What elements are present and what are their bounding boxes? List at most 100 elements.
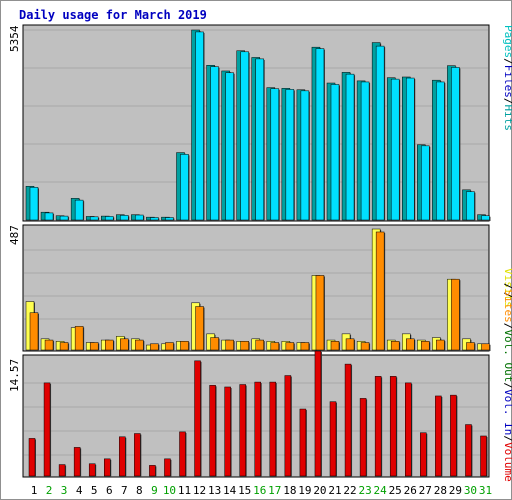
bar-volume-day-5 xyxy=(88,463,96,477)
bar-volume-day-26 xyxy=(405,382,412,477)
x-label-day-12: 12 xyxy=(193,484,206,497)
bar-files-day-21 xyxy=(330,84,340,221)
legend-sep-7: / xyxy=(502,435,512,442)
x-label-day-15: 15 xyxy=(238,484,251,497)
bar-volume-day-28 xyxy=(435,395,442,477)
x-label-day-5: 5 xyxy=(91,484,98,497)
bar-visits-day-31 xyxy=(481,343,490,351)
bar-volume-day-30 xyxy=(465,424,472,477)
x-label-day-29: 29 xyxy=(449,484,462,497)
legend-hits: Hits xyxy=(502,105,512,132)
svg-text:/Sites/Vol. Out/Vol. In/Volume: /Sites/Vol. Out/Vol. In/Volume xyxy=(502,283,512,482)
x-label-day-8: 8 xyxy=(136,484,143,497)
x-label-day-26: 26 xyxy=(404,484,417,497)
x-label-day-4: 4 xyxy=(76,484,83,497)
bar-files-day-25 xyxy=(390,78,400,221)
legend-top: Pages/Files/Hits xyxy=(502,25,512,131)
legend-volin: Vol. In xyxy=(502,389,512,435)
bar-visits-day-12 xyxy=(195,306,204,351)
bar-volume-day-22 xyxy=(344,363,352,477)
bar-visits-day-3 xyxy=(59,342,69,351)
legend-volout: Vol. Out xyxy=(502,329,512,382)
bar-volume-day-8 xyxy=(134,433,141,477)
x-label-day-14: 14 xyxy=(223,484,237,497)
bar-files-day-4 xyxy=(74,199,84,221)
x-label-day-2: 2 xyxy=(46,484,53,497)
x-label-day-13: 13 xyxy=(208,484,221,497)
x-label-day-27: 27 xyxy=(419,484,432,497)
x-label-day-6: 6 xyxy=(106,484,113,497)
bar-visits-day-1 xyxy=(29,312,39,351)
bar-files-day-28 xyxy=(436,81,445,221)
bar-volume-day-17 xyxy=(269,381,277,477)
bar-volume-day-1 xyxy=(28,438,36,477)
bar-files-day-24 xyxy=(375,45,385,221)
x-label-day-28: 28 xyxy=(434,484,447,497)
x-label-day-22: 22 xyxy=(343,484,356,497)
bar-files-day-27 xyxy=(421,145,430,221)
bar-files-day-15 xyxy=(240,51,249,221)
bar-volume-day-18 xyxy=(284,375,292,477)
bar-volume-day-7 xyxy=(119,436,126,477)
bar-visits-day-14 xyxy=(225,339,234,351)
legend-files: Files xyxy=(502,65,512,98)
x-label-day-21: 21 xyxy=(328,484,341,497)
x-label-day-11: 11 xyxy=(178,484,191,497)
bar-volume-day-15 xyxy=(239,384,246,477)
bar-files-day-5 xyxy=(89,216,99,221)
bar-files-day-2 xyxy=(44,212,54,221)
bar-files-day-23 xyxy=(360,81,370,221)
legend-sites: Sites xyxy=(502,290,512,323)
bar-files-day-12 xyxy=(195,31,204,221)
bar-files-day-7 xyxy=(120,215,129,221)
bar-volume-day-13 xyxy=(209,385,216,477)
bar-visits-day-7 xyxy=(120,338,129,351)
bar-visits-day-15 xyxy=(240,341,249,351)
x-label-day-7: 7 xyxy=(121,484,128,497)
bar-volume-day-12 xyxy=(194,360,201,477)
bar-files-day-14 xyxy=(225,72,234,221)
bar-files-day-29 xyxy=(451,67,460,221)
bar-visits-day-19 xyxy=(300,342,310,351)
x-label-day-30: 30 xyxy=(464,484,477,497)
x-label-day-31: 31 xyxy=(479,484,492,497)
bar-visits-day-10 xyxy=(165,342,174,351)
legend-sep-3: / xyxy=(502,292,512,299)
bar-volume-day-31 xyxy=(480,435,487,477)
bar-visits-day-6 xyxy=(105,339,114,351)
bar-volume-day-29 xyxy=(450,394,457,477)
bar-visits-day-27 xyxy=(421,341,430,351)
bar-visits-day-20 xyxy=(315,275,325,351)
bar-files-day-20 xyxy=(315,48,325,221)
svg-text:/: / xyxy=(502,292,512,299)
bar-visits-day-25 xyxy=(390,341,400,351)
x-label-day-3: 3 xyxy=(61,484,68,497)
bar-files-day-18 xyxy=(285,89,295,221)
bar-volume-day-6 xyxy=(104,458,111,477)
bar-visits-day-30 xyxy=(466,342,475,351)
legend-mixed: /Sites/Vol. Out/Vol. In/Volume xyxy=(502,283,512,482)
bar-files-day-13 xyxy=(210,66,219,221)
bar-volume-day-10 xyxy=(164,458,171,477)
x-label-day-23: 23 xyxy=(358,484,371,497)
bar-visits-day-2 xyxy=(44,339,54,351)
bars-layer xyxy=(25,29,491,477)
legend-visits: Visits xyxy=(502,268,512,308)
x-label-day-17: 17 xyxy=(268,484,281,497)
legend-middle: Visits xyxy=(502,268,512,308)
bar-visits-day-9 xyxy=(150,343,159,351)
x-label-day-19: 19 xyxy=(298,484,311,497)
x-label-day-18: 18 xyxy=(283,484,296,497)
bar-volume-day-9 xyxy=(149,465,156,477)
top-max-label: 5354 xyxy=(8,25,21,52)
bar-files-day-3 xyxy=(59,215,69,221)
panel-middle-bg xyxy=(22,224,490,352)
bar-volume-day-2 xyxy=(43,382,51,477)
bar-visits-day-22 xyxy=(345,338,355,351)
bar-volume-day-23 xyxy=(359,398,367,477)
bar-volume-day-27 xyxy=(420,432,427,477)
bottom-max-label: 14.57 xyxy=(8,359,21,392)
bar-visits-day-26 xyxy=(406,338,415,351)
x-label-day-25: 25 xyxy=(389,484,402,497)
